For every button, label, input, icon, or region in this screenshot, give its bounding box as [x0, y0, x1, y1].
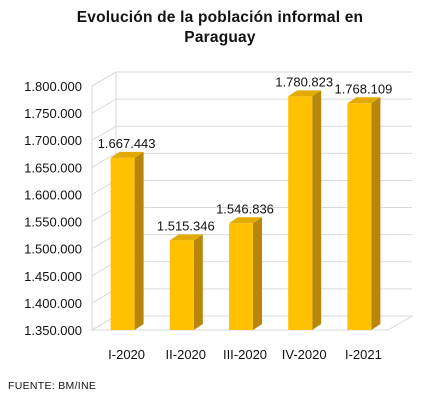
- y-tick-label: 1.500.000: [24, 242, 82, 257]
- bar-top: [347, 97, 381, 104]
- bar: [288, 90, 322, 330]
- y-tick-label: 1.700.000: [24, 133, 82, 148]
- bar-top: [229, 217, 262, 224]
- bar-front: [288, 96, 313, 330]
- y-tick-label: 1.800.000: [24, 79, 82, 94]
- bar-side: [134, 151, 144, 330]
- y-tick-label: 1.400.000: [24, 296, 82, 311]
- y-axis: 1.350.000 1.400.000 1.450.000 1.500.000 1.55…: [24, 71, 414, 338]
- bar: [110, 151, 144, 330]
- data-label: 1.667.443: [98, 136, 156, 151]
- bar-front: [110, 157, 135, 330]
- x-tick-label: I-2020: [108, 347, 145, 362]
- source-note: FUENTE: BM/INE: [8, 380, 97, 392]
- y-tick-label: 1.600.000: [24, 187, 82, 202]
- bar-front: [347, 103, 372, 330]
- bar-top: [169, 234, 203, 241]
- x-axis: I-2020 II-2020 III-2020 IV-2020 I-2021: [108, 347, 382, 362]
- bars: [110, 90, 381, 330]
- bar-top: [288, 90, 322, 97]
- y-tick-label: 1.450.000: [24, 269, 82, 284]
- bar: [229, 217, 262, 330]
- bar-front: [229, 223, 253, 330]
- bar-side: [312, 90, 322, 330]
- bar: [169, 234, 203, 330]
- x-tick-label: I-2021: [345, 347, 382, 362]
- x-tick-label: II-2020: [166, 347, 206, 362]
- bar: [347, 97, 381, 330]
- y-tick-label: 1.750.000: [24, 106, 82, 121]
- y-tick-label: 1.350.000: [24, 323, 82, 338]
- x-tick-label: III-2020: [223, 347, 267, 362]
- data-label: 1.768.109: [334, 81, 392, 96]
- x-tick-label: IV-2020: [282, 347, 327, 362]
- data-label: 1.546.836: [216, 201, 274, 216]
- y-tick-label: 1.650.000: [24, 160, 82, 175]
- chart-title: Evolución de la población informal en Pa…: [76, 9, 364, 46]
- y-tick-label: 1.550.000: [24, 215, 82, 230]
- bar-side: [253, 217, 262, 330]
- data-label: 1.515.346: [157, 218, 215, 233]
- bar-front: [169, 240, 194, 330]
- bar-side: [193, 234, 203, 330]
- data-label: 1.780.823: [275, 74, 333, 89]
- bar-side: [371, 97, 381, 330]
- bar-top: [110, 151, 144, 158]
